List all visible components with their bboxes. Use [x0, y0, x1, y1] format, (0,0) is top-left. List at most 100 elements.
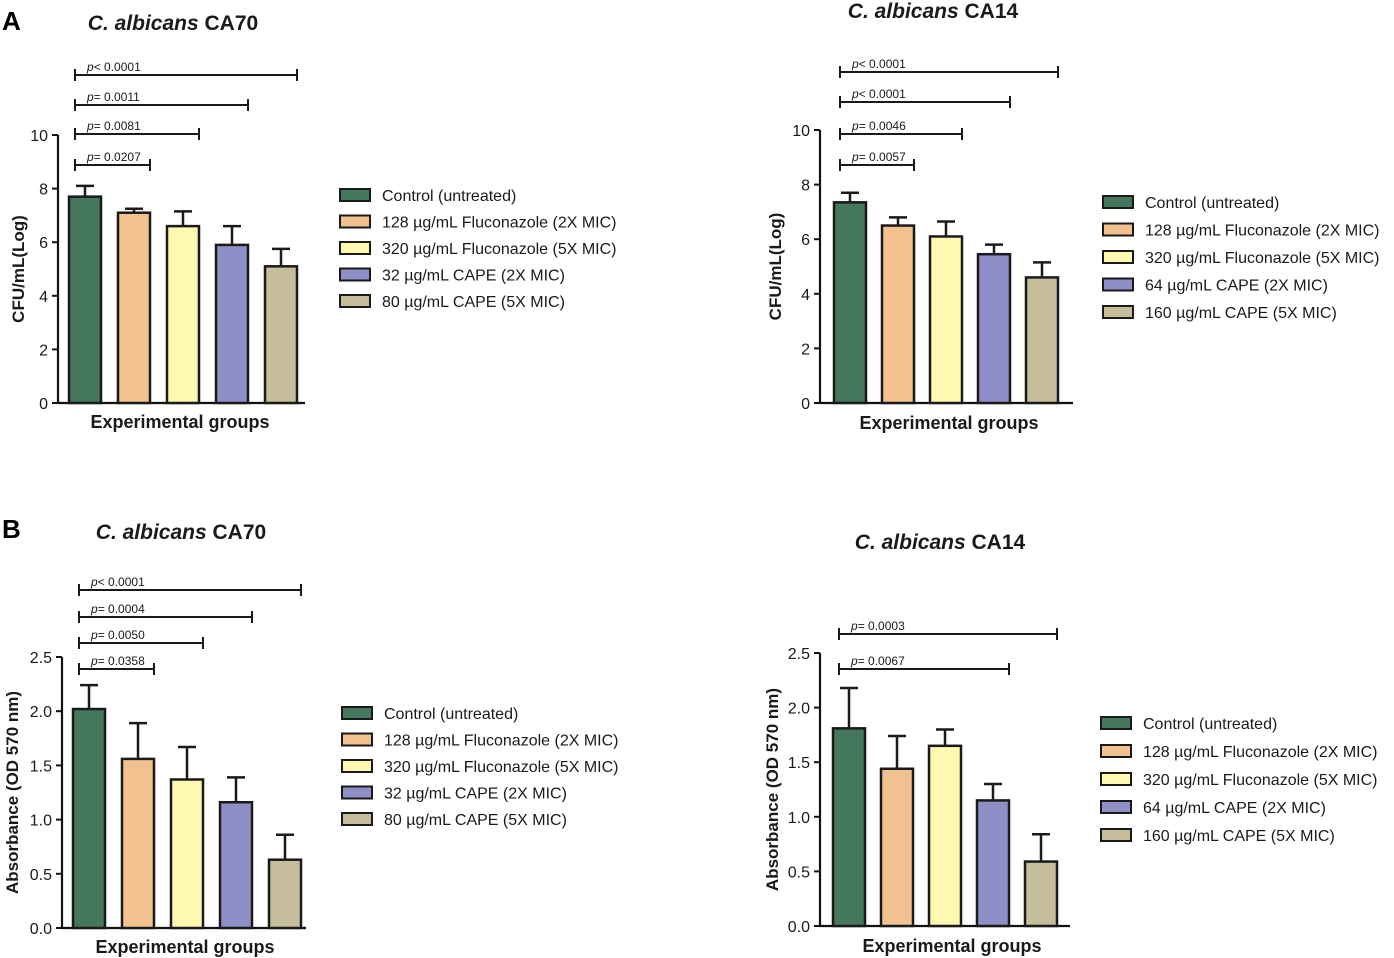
p-value-label: p< 0.0001 — [86, 60, 141, 74]
p-operator: < — [94, 60, 101, 74]
chart-4: C. albicans CA14 0.0 0.5 1.0 1.5 2.0 2.5 Absorb… — [763, 531, 1378, 956]
bar-4 — [214, 243, 250, 405]
p-value-label: p= 0.0003 — [850, 619, 905, 633]
legend-item: Control (untreated) — [341, 706, 518, 723]
p-value: 0.0001 — [104, 60, 141, 74]
significance-bracket: p= 0.0004 — [78, 602, 253, 623]
legend-swatch — [339, 294, 371, 308]
p-value: 0.0001 — [869, 87, 906, 101]
y-tick-label: 1.5 — [30, 758, 52, 775]
y-axis-label: CFU/mL(Log) — [9, 215, 28, 323]
legend-label: 128 µg/mL Fluconazole (2X MIC) — [1143, 744, 1378, 761]
p-value-label: p< 0.0001 — [90, 575, 145, 589]
p-value-label: p< 0.0001 — [851, 57, 906, 71]
legend-label-suffix: (2X MIC) — [1259, 278, 1327, 295]
legend-swatch — [1102, 195, 1134, 209]
p-symbol: p — [851, 119, 859, 133]
bar-3 — [928, 235, 964, 405]
legend-label-main: Control (untreated) — [1143, 716, 1277, 733]
legend-item: 64 µg/mL CAPE (2X MIC) — [1102, 277, 1328, 295]
bar-4 — [976, 252, 1012, 405]
y-tick-label: 1.0 — [30, 813, 52, 830]
significance-bracket: p< 0.0001 — [78, 575, 302, 596]
x-axis-label: Experimental groups — [90, 412, 269, 432]
bar-2 — [120, 757, 156, 930]
p-value: 0.0207 — [104, 150, 141, 164]
p-symbol: p — [86, 60, 94, 74]
charts-group: C. albicans CA70 0 2 4 6 8 10 CFU/mL(Log) Experi… — [3, 0, 1380, 957]
p-operator: < — [859, 87, 866, 101]
legend-item: 80 µg/mL CAPE (5X MIC) — [339, 294, 565, 311]
legend-label-suffix: (2X MIC) — [496, 268, 564, 285]
y-tick-label: 6 — [801, 232, 810, 249]
legend-swatch — [339, 241, 371, 255]
p-value: 0.0004 — [108, 602, 145, 616]
legend-label-main: 128 µg/mL Fluconazole — [1145, 223, 1311, 240]
significance-bracket: p= 0.0081 — [74, 119, 200, 140]
legend-item: 128 µg/mL Fluconazole (2X MIC) — [341, 732, 619, 750]
y-axis-label: Absorbance (OD 570 nm) — [763, 688, 782, 891]
legend-item: 320 µg/mL Fluconazole (5X MIC) — [339, 241, 617, 258]
p-symbol: p — [851, 87, 859, 101]
legend-label: 320 µg/mL Fluconazole (5X MIC) — [1145, 250, 1380, 267]
p-value-label: p= 0.0081 — [86, 119, 141, 133]
p-symbol: p — [851, 57, 859, 71]
y-tick-label: 2.5 — [30, 650, 52, 667]
p-operator: = — [94, 150, 101, 164]
bar-5 — [1024, 276, 1060, 405]
y-tick-label: 2.0 — [30, 704, 52, 721]
p-operator: < — [859, 57, 866, 71]
y-tick-label: 0 — [801, 396, 810, 413]
legend-item: 32 µg/mL CAPE (2X MIC) — [339, 267, 565, 285]
p-value: 0.0046 — [869, 119, 906, 133]
legend-label-main: 160 µg/mL CAPE — [1145, 305, 1268, 322]
legend-swatch — [339, 188, 371, 202]
legend-label-suffix: (5X MIC) — [498, 812, 566, 829]
legend-item: 128 µg/mL Fluconazole (2X MIC) — [1100, 744, 1378, 761]
legend-label: 320 µg/mL Fluconazole (5X MIC) — [384, 759, 619, 776]
bar-2 — [116, 211, 152, 405]
legend-swatch — [1100, 716, 1132, 730]
y-tick-label: 10 — [30, 128, 48, 145]
bar-5 — [267, 858, 303, 930]
legend-label-main: 320 µg/mL Fluconazole — [1143, 772, 1309, 789]
chart-title-strain: CA70 — [213, 521, 267, 544]
p-operator: < — [98, 575, 105, 589]
bar-1 — [71, 707, 107, 930]
bar-5 — [1023, 860, 1059, 928]
bar-3 — [927, 744, 963, 928]
p-symbol: p — [90, 654, 98, 668]
legend-label-main: 128 µg/mL Fluconazole — [382, 215, 548, 232]
legend-label-suffix: (5X MIC) — [548, 241, 616, 258]
legend-label: 128 µg/mL Fluconazole (2X MIC) — [1145, 223, 1380, 240]
bar-3 — [165, 224, 201, 405]
chart-title-strain: CA14 — [972, 531, 1026, 554]
legend-item: 320 µg/mL Fluconazole (5X MIC) — [341, 759, 619, 776]
p-value: 0.0050 — [108, 628, 145, 642]
legend-label: 128 µg/mL Fluconazole (2X MIC) — [384, 733, 619, 750]
legend-swatch — [1100, 828, 1132, 842]
legend-item: 80 µg/mL CAPE (5X MIC) — [341, 812, 567, 829]
p-operator: = — [859, 150, 866, 164]
p-operator: = — [94, 90, 101, 104]
legend-label-suffix: (5X MIC) — [496, 294, 564, 311]
legend-label-main: 320 µg/mL Fluconazole — [1145, 250, 1311, 267]
chart-1: C. albicans CA70 0 2 4 6 8 10 CFU/mL(Log) Experi… — [9, 12, 617, 432]
p-operator: = — [94, 119, 101, 133]
significance-bracket: p= 0.0057 — [839, 150, 915, 171]
p-symbol: p — [90, 575, 98, 589]
significance-bracket: p< 0.0001 — [839, 87, 1011, 108]
legend-item: Control (untreated) — [1100, 716, 1277, 733]
significance-bracket: p< 0.0001 — [74, 60, 298, 81]
significance-bracket: p= 0.0046 — [839, 119, 963, 140]
legend-label-suffix: (5X MIC) — [1311, 250, 1379, 267]
p-operator: = — [98, 654, 105, 668]
p-value-label: p= 0.0046 — [851, 119, 906, 133]
legend-label: 128 µg/mL Fluconazole (2X MIC) — [382, 215, 617, 232]
legend-label: 80 µg/mL CAPE (5X MIC) — [382, 294, 565, 311]
p-symbol: p — [90, 602, 98, 616]
chart-title-strain: CA70 — [205, 12, 259, 35]
legend-label: 160 µg/mL CAPE (5X MIC) — [1145, 305, 1337, 322]
x-axis-label: Experimental groups — [95, 937, 274, 957]
legend-label-main: 64 µg/mL CAPE — [1143, 800, 1257, 817]
